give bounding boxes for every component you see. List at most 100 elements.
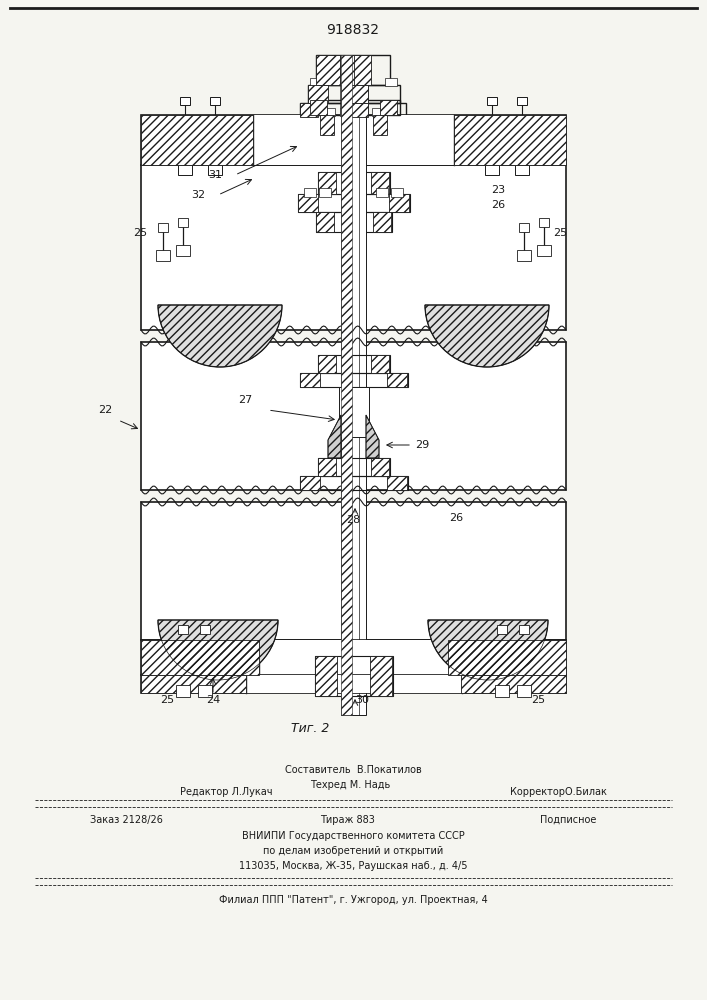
Text: 23: 23: [491, 185, 505, 195]
Bar: [373, 212, 391, 232]
Bar: [339, 387, 369, 437]
Bar: [517, 250, 531, 261]
Text: 24: 24: [206, 695, 220, 705]
Text: 30: 30: [355, 695, 369, 705]
Bar: [461, 675, 566, 693]
Bar: [318, 458, 336, 476]
Text: 113035, Москва, Ж-35, Раушская наб., д. 4/5: 113035, Москва, Ж-35, Раушская наб., д. …: [239, 861, 467, 871]
Bar: [141, 675, 566, 693]
Bar: [300, 373, 320, 387]
Polygon shape: [366, 415, 379, 458]
Bar: [340, 55, 354, 85]
Bar: [156, 250, 170, 261]
Bar: [341, 55, 352, 715]
Text: 25: 25: [160, 695, 174, 705]
Bar: [141, 675, 246, 693]
Bar: [300, 103, 406, 117]
Text: 22: 22: [98, 405, 112, 415]
Bar: [316, 55, 340, 85]
Text: по делам изобретений и открытий: по делам изобретений и открытий: [263, 846, 443, 856]
Bar: [298, 194, 410, 212]
Bar: [316, 55, 390, 85]
Bar: [158, 223, 168, 232]
Bar: [325, 108, 335, 116]
Bar: [318, 355, 390, 373]
Bar: [141, 115, 566, 165]
Bar: [300, 103, 318, 117]
Bar: [180, 97, 190, 105]
Bar: [315, 656, 393, 696]
Bar: [316, 212, 392, 232]
Bar: [517, 97, 527, 105]
Bar: [537, 245, 551, 256]
Bar: [300, 476, 320, 490]
Text: 26: 26: [491, 200, 505, 210]
Text: Заказ 2128/26: Заказ 2128/26: [90, 815, 163, 825]
Bar: [141, 342, 566, 490]
Bar: [298, 194, 318, 212]
Bar: [308, 85, 400, 103]
Bar: [141, 640, 566, 675]
Bar: [539, 218, 549, 227]
Bar: [310, 100, 400, 115]
Wedge shape: [425, 305, 549, 367]
Bar: [350, 103, 368, 117]
Bar: [371, 458, 389, 476]
Text: 25: 25: [531, 695, 545, 705]
Bar: [340, 108, 350, 116]
Bar: [178, 165, 192, 175]
Bar: [300, 373, 408, 387]
Bar: [454, 115, 566, 165]
Bar: [178, 625, 188, 634]
Bar: [320, 115, 334, 135]
Bar: [347, 55, 371, 85]
Bar: [315, 656, 337, 696]
Bar: [210, 97, 220, 105]
Bar: [176, 685, 190, 697]
Bar: [370, 656, 392, 696]
Bar: [300, 476, 408, 490]
Bar: [371, 355, 389, 373]
Bar: [341, 55, 366, 715]
Bar: [371, 172, 389, 194]
Bar: [310, 100, 327, 115]
Bar: [448, 640, 566, 675]
Bar: [141, 502, 566, 640]
Bar: [308, 85, 328, 103]
Bar: [141, 640, 259, 675]
Bar: [246, 675, 462, 693]
Text: Техред М. Надь: Техред М. Надь: [310, 780, 390, 790]
Text: 25: 25: [553, 228, 567, 238]
Bar: [318, 172, 390, 194]
Bar: [387, 476, 407, 490]
Bar: [495, 685, 509, 697]
Text: Тираж 883: Тираж 883: [320, 815, 375, 825]
Wedge shape: [158, 305, 282, 367]
Bar: [387, 373, 407, 387]
Text: 29: 29: [415, 440, 429, 450]
Text: 918832: 918832: [327, 23, 380, 37]
Bar: [318, 355, 336, 373]
Bar: [519, 223, 529, 232]
Text: 27: 27: [238, 395, 252, 405]
Bar: [391, 188, 403, 197]
Text: КорректорО.Билак: КорректорО.Билак: [510, 787, 607, 797]
Text: 28: 28: [346, 515, 360, 525]
Bar: [340, 55, 368, 155]
Bar: [318, 172, 336, 194]
Text: 32: 32: [191, 190, 205, 200]
Text: Τиг. 2: Τиг. 2: [291, 722, 329, 734]
Bar: [515, 165, 529, 175]
Bar: [376, 188, 388, 197]
Text: 25: 25: [133, 228, 147, 238]
Text: Филиал ППП "Патент", г. Ужгород, ул. Проектная, 4: Филиал ППП "Патент", г. Ужгород, ул. Про…: [218, 895, 487, 905]
Bar: [178, 218, 188, 227]
Wedge shape: [158, 620, 278, 680]
Bar: [389, 194, 409, 212]
Bar: [319, 188, 331, 197]
Bar: [517, 685, 531, 697]
Bar: [485, 165, 499, 175]
Bar: [348, 85, 368, 103]
Bar: [380, 100, 397, 115]
Bar: [316, 212, 334, 232]
